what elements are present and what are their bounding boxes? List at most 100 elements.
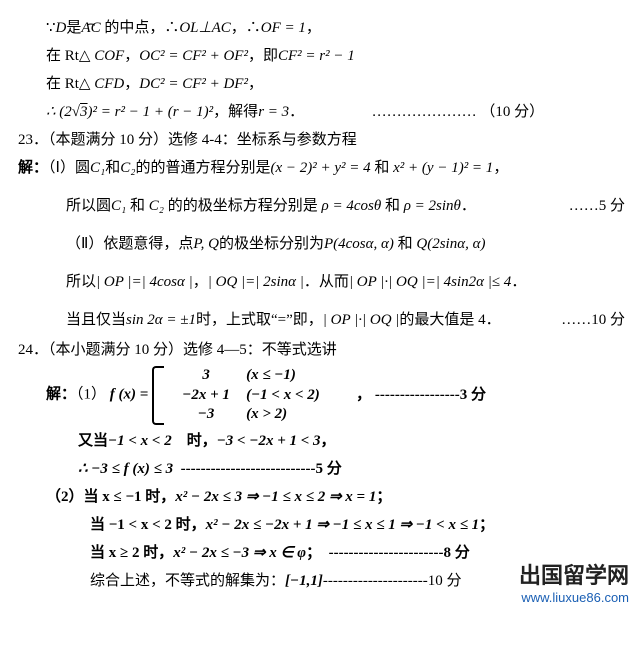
tail: ， — [356, 387, 371, 403]
txt: ． — [461, 198, 476, 214]
math: −3 < −2x + 1 < 3 — [217, 433, 321, 449]
piecewise-row: −3(x > 2) — [166, 405, 486, 425]
math: P(4cosα, α) — [324, 236, 394, 252]
sec22-line4: ∴ (2√3)² = r² − 1 + (r − 1)²，解得r = 3． ……… — [18, 100, 625, 124]
sec23-p5: 当且仅当sin 2α = ±1时，上式取“=”即，| OP |·| OQ |的最… — [18, 308, 625, 332]
lead: （2） — [46, 489, 84, 505]
math: x² + (y − 1)² = 1 — [393, 160, 493, 176]
math: | OP |·| OQ |=| 4sin2α |≤ 4 — [349, 274, 511, 290]
lead: （1） — [76, 387, 106, 403]
txt: ； — [479, 517, 494, 533]
txt: 当且仅当 — [66, 312, 126, 328]
math: OC² = CF² + OF² — [139, 48, 248, 64]
math: x² − 2x ≤ −2x + 1 ⇒ −1 ≤ x ≤ 1 ⇒ −1 < x … — [206, 517, 480, 533]
txt: （Ⅱ）依题意得，点 — [66, 236, 193, 252]
math: C₂ — [149, 198, 164, 214]
txt: ，解得 — [213, 104, 258, 120]
piecewise: 3(x ≤ −1) −2x + 1(−1 < x < 2)， ---------… — [152, 366, 486, 425]
math: Q(2sinα, α) — [416, 236, 485, 252]
sec23-p3: （Ⅱ）依题意得，点P, Q的极坐标分别为P(4cosα, α) 和 Q(2sin… — [18, 232, 625, 256]
sec23-p2: 所以圆C₁ 和 C₂ 的的极坐标方程分别是 ρ = 4cosθ 和 ρ = 2s… — [18, 194, 625, 218]
txt: 和 — [381, 198, 404, 214]
txt: ， — [306, 20, 321, 36]
math: CF² = r² − 1 — [278, 48, 355, 64]
txt: 在 Rt△ — [46, 48, 94, 64]
piecewise-row: −2x + 1(−1 < x < 2)， -----------------3 … — [166, 386, 486, 406]
score: 10 分 — [428, 573, 462, 589]
math: ∴ (2 — [46, 104, 72, 120]
txt: ，即 — [248, 48, 278, 64]
dots: ………………… — [372, 104, 477, 120]
sec24-p2: 又当−1 < x < 2 时，−3 < −2x + 1 < 3， — [18, 429, 625, 453]
sec24-p3: ∴ −3 ≤ f (x) ≤ 3 -----------------------… — [18, 457, 625, 481]
txt: ； — [306, 545, 321, 561]
txt: 所以圆 — [66, 198, 111, 214]
math: COF — [94, 48, 124, 64]
txt: ； — [376, 489, 391, 505]
val: −3 — [166, 405, 246, 425]
math: C₁ — [111, 198, 126, 214]
math: OF = 1 — [261, 20, 306, 36]
math: sin 2α = ±1 — [126, 312, 196, 328]
txt: ，∴ — [231, 20, 261, 36]
txt: 在 Rt△ — [46, 76, 94, 92]
math: C₁ — [90, 160, 105, 176]
math: DC² = CF² + DF² — [139, 76, 248, 92]
arc-ac: ⌢AC — [81, 20, 100, 36]
score: 8 分 — [443, 545, 469, 561]
sec24-q2: （2）当 x ≤ −1 时，x² − 2x ≤ 3 ⇒ −1 ≤ x ≤ 2 ⇒… — [18, 485, 625, 509]
txt: 又当 — [78, 433, 108, 449]
val: −2x + 1 — [166, 386, 246, 406]
sec24-title: 24．（本小题满分 10 分）选修 4—5：不等式选讲 — [18, 338, 625, 362]
math: P, Q — [193, 236, 219, 252]
txt: ． — [289, 104, 304, 120]
txt: 所以 — [66, 274, 96, 290]
sec23-p1: 解：（Ⅰ）圆C₁和C₂的的普通方程分别是(x − 2)² + y² = 4 和 … — [18, 156, 625, 180]
txt: ， — [493, 160, 508, 176]
math: (x − 2)² + y² = 4 — [270, 160, 370, 176]
math: | OP |=| 4cosα | — [96, 274, 193, 290]
txt: 时，上式取“=”即， — [196, 312, 323, 328]
txt: 的极坐标分别为 — [219, 236, 324, 252]
txt: ， — [124, 48, 139, 64]
txt: 是 — [66, 20, 81, 36]
math: r = 3 — [258, 104, 289, 120]
txt: ∵ — [46, 20, 56, 36]
math: )² = r² − 1 + (r − 1)² — [88, 104, 214, 120]
score: 3 分 — [460, 387, 486, 403]
score: （10 分） — [480, 104, 544, 120]
txt: ， — [193, 274, 208, 290]
dashes: ----------------------- — [329, 545, 444, 561]
ans-label: 解： — [46, 387, 76, 403]
txt: ， — [321, 433, 336, 449]
txt: （Ⅰ）圆 — [48, 160, 90, 176]
cond: (−1 < x < 2) — [246, 386, 356, 406]
score: ……10 分 — [561, 308, 625, 332]
txt: 和 — [105, 160, 120, 176]
math: C₂ — [120, 160, 135, 176]
txt: 和 — [371, 160, 394, 176]
watermark: 出国留学网 www.liuxue86.com — [519, 558, 629, 605]
dashes: ----------------- — [375, 387, 460, 403]
txt: 的中点，∴ — [101, 20, 180, 36]
math: ρ = 2sinθ — [404, 198, 461, 214]
watermark-url: www.liuxue86.com — [519, 590, 629, 605]
cond: (x > 2) — [246, 405, 356, 425]
watermark-title: 出国留学网 — [519, 558, 629, 590]
txt: 当 −1 < x < 2 时， — [90, 517, 206, 533]
fx: f (x) = — [110, 387, 149, 403]
math: ρ = 4cosθ — [322, 198, 382, 214]
math: x² − 2x ≤ 3 ⇒ −1 ≤ x ≤ 2 ⇒ x = 1 — [175, 489, 376, 505]
sec24-p1: 解：（1） f (x) = 3(x ≤ −1) −2x + 1(−1 < x <… — [18, 366, 625, 425]
math: OL⊥AC — [179, 20, 230, 36]
math: | OP |·| OQ | — [323, 312, 400, 328]
sec22-line1: ∵D是⌢AC 的中点，∴OL⊥AC，∴OF = 1， — [18, 16, 625, 40]
math: [−1,1] — [285, 573, 323, 589]
math: CFD — [94, 76, 124, 92]
dashes: --------------------- — [323, 573, 428, 589]
txt: 的最大值是 4． — [399, 312, 500, 328]
val: 3 — [166, 366, 246, 386]
txt: 和 — [126, 198, 149, 214]
sqrt3: √3 — [72, 104, 88, 120]
math: D — [56, 20, 67, 36]
